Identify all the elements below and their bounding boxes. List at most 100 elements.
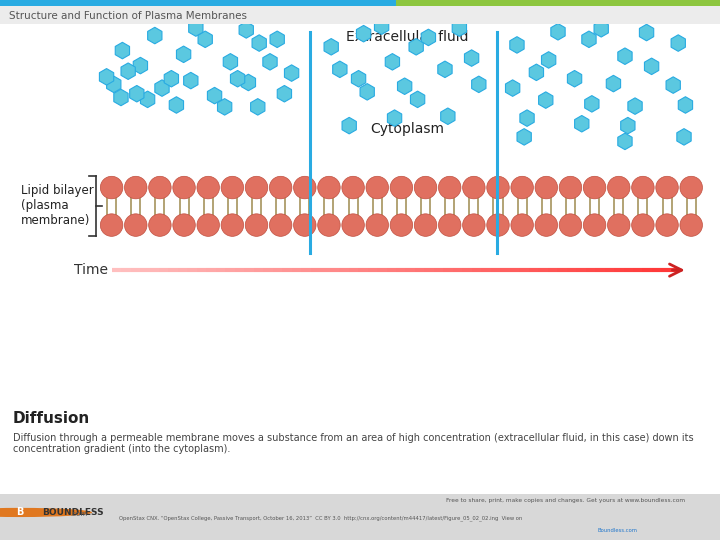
Polygon shape (551, 24, 565, 40)
Polygon shape (671, 35, 685, 51)
Ellipse shape (511, 176, 534, 199)
Ellipse shape (608, 176, 630, 199)
Polygon shape (438, 61, 452, 78)
Polygon shape (169, 97, 184, 113)
Polygon shape (441, 108, 455, 125)
Ellipse shape (535, 214, 557, 237)
Polygon shape (155, 80, 169, 96)
Polygon shape (464, 50, 479, 66)
Polygon shape (277, 85, 292, 102)
Polygon shape (284, 65, 299, 82)
Text: Time: Time (74, 263, 108, 277)
Polygon shape (184, 72, 198, 89)
Polygon shape (421, 29, 436, 46)
Polygon shape (176, 46, 191, 63)
Ellipse shape (462, 214, 485, 237)
Polygon shape (333, 61, 347, 78)
Polygon shape (472, 76, 486, 92)
Ellipse shape (608, 214, 630, 237)
Ellipse shape (221, 176, 243, 199)
Polygon shape (678, 97, 693, 113)
Polygon shape (351, 70, 366, 87)
Ellipse shape (125, 214, 147, 237)
Ellipse shape (125, 176, 147, 199)
Ellipse shape (294, 176, 316, 199)
Polygon shape (130, 85, 144, 102)
Polygon shape (241, 74, 256, 91)
Polygon shape (133, 57, 148, 74)
Polygon shape (324, 38, 338, 55)
Polygon shape (207, 87, 222, 104)
Polygon shape (140, 91, 155, 107)
Polygon shape (618, 48, 632, 64)
Text: Lipid bilayer
(plasma
membrane): Lipid bilayer (plasma membrane) (21, 184, 94, 227)
Ellipse shape (462, 176, 485, 199)
Ellipse shape (680, 214, 703, 237)
Polygon shape (567, 70, 582, 87)
Ellipse shape (148, 176, 171, 199)
Polygon shape (223, 53, 238, 70)
Text: Cytoplasm: Cytoplasm (370, 123, 444, 137)
Polygon shape (520, 110, 534, 126)
Polygon shape (539, 92, 553, 109)
Polygon shape (510, 37, 524, 53)
Text: B: B (17, 508, 24, 517)
Polygon shape (628, 98, 642, 114)
Ellipse shape (631, 214, 654, 237)
Polygon shape (107, 76, 121, 92)
Polygon shape (410, 91, 425, 107)
Polygon shape (594, 21, 608, 37)
Polygon shape (252, 35, 266, 51)
Polygon shape (517, 129, 531, 145)
Polygon shape (164, 70, 179, 87)
Ellipse shape (559, 176, 582, 199)
Text: Structure and Function of Plasma Membranes: Structure and Function of Plasma Membran… (9, 11, 248, 21)
Ellipse shape (535, 176, 557, 199)
Ellipse shape (148, 214, 171, 237)
Polygon shape (621, 117, 635, 134)
Polygon shape (251, 99, 265, 115)
Polygon shape (387, 110, 402, 126)
Polygon shape (263, 53, 277, 70)
Ellipse shape (197, 214, 220, 237)
Polygon shape (121, 63, 135, 79)
Text: Extracellular fluid: Extracellular fluid (346, 30, 468, 44)
Polygon shape (409, 38, 423, 55)
Ellipse shape (173, 176, 195, 199)
Ellipse shape (511, 214, 534, 237)
Ellipse shape (390, 176, 413, 199)
Ellipse shape (559, 214, 582, 237)
Ellipse shape (269, 176, 292, 199)
Ellipse shape (656, 214, 678, 237)
Polygon shape (198, 31, 212, 48)
Ellipse shape (583, 176, 606, 199)
Polygon shape (230, 70, 245, 87)
Polygon shape (217, 99, 232, 115)
Circle shape (0, 508, 92, 517)
Ellipse shape (438, 214, 461, 237)
Text: Free to share, print, make copies and changes. Get yours at www.boundless.com: Free to share, print, make copies and ch… (446, 498, 685, 503)
Polygon shape (189, 20, 203, 36)
Polygon shape (99, 69, 114, 85)
Polygon shape (582, 31, 596, 48)
Ellipse shape (656, 176, 678, 199)
Polygon shape (639, 24, 654, 41)
Bar (0, 0, 396, 6)
Bar (0, 6, 720, 24)
Polygon shape (505, 80, 520, 96)
Polygon shape (677, 129, 691, 145)
Polygon shape (115, 42, 130, 59)
Polygon shape (606, 76, 621, 92)
Text: .com: .com (71, 511, 88, 517)
Ellipse shape (438, 176, 461, 199)
Ellipse shape (246, 176, 268, 199)
Ellipse shape (414, 214, 437, 237)
Ellipse shape (221, 214, 243, 237)
Polygon shape (585, 96, 599, 112)
Ellipse shape (342, 176, 364, 199)
Polygon shape (575, 116, 589, 132)
Text: BOUNDLESS: BOUNDLESS (42, 508, 104, 517)
Ellipse shape (631, 176, 654, 199)
Polygon shape (541, 52, 556, 68)
Ellipse shape (318, 176, 341, 199)
